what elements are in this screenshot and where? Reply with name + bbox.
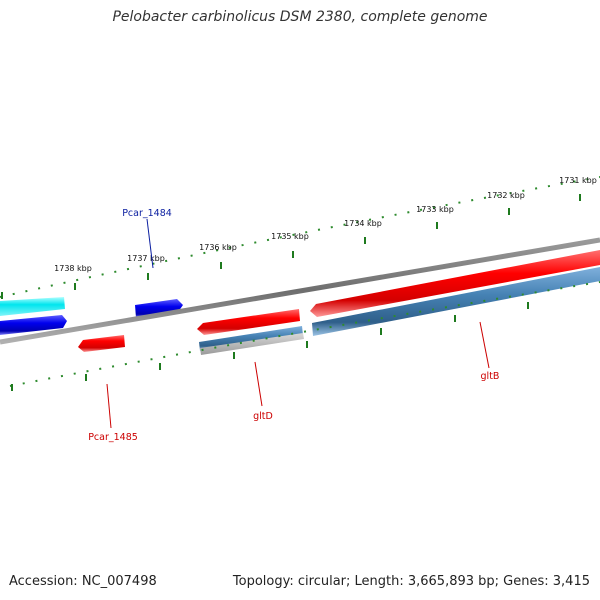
outer-major-ticks — [1, 194, 581, 299]
tick-label-1736: 1736 kbp — [199, 243, 237, 252]
inner-major-ticks — [11, 302, 529, 391]
map-title: Pelobacter carbinolicus DSM 2380, comple… — [112, 9, 488, 25]
gene-arrow-pcar1484[interactable] — [135, 299, 183, 318]
tick-label-1737: 1737 kbp — [127, 254, 165, 263]
tick-label-1733: 1733 kbp — [416, 205, 454, 214]
tick-label-1738: 1738 kbp — [54, 264, 92, 273]
tick-label-1731: 1731 kbp — [559, 176, 597, 185]
cds-track-gltb[interactable] — [312, 267, 600, 336]
gene-arrow-gltd[interactable] — [197, 309, 300, 335]
leader-gltb — [479, 321, 490, 369]
gene-label-gltd[interactable]: gltD — [253, 411, 273, 422]
gene-arrow-left-blue[interactable] — [0, 315, 67, 335]
leader-gltd — [254, 361, 263, 407]
genome-summary-text: Topology: circular; Length: 3,665,893 bp… — [232, 574, 590, 589]
accession-text: Accession: NC_007498 — [9, 574, 157, 589]
genome-backbone — [0, 237, 600, 345]
gene-arrow-pcar1485[interactable] — [78, 335, 125, 352]
tick-label-1735: 1735 kbp — [271, 232, 309, 241]
gene-label-gltb[interactable]: gltB — [481, 371, 500, 382]
gene-label-pcar1484[interactable]: Pcar_1484 — [122, 208, 172, 219]
leader-pcar1485 — [106, 383, 112, 429]
tick-label-1732: 1732 kbp — [487, 191, 525, 200]
cds-track-gltd-shadow — [200, 333, 304, 355]
gene-arrow-gltb[interactable] — [310, 250, 600, 317]
gene-label-pcar1485[interactable]: Pcar_1485 — [88, 432, 138, 443]
leader-pcar1484 — [146, 218, 154, 269]
tick-label-1734: 1734 kbp — [344, 219, 382, 228]
cyan-feature-track[interactable] — [0, 297, 65, 316]
